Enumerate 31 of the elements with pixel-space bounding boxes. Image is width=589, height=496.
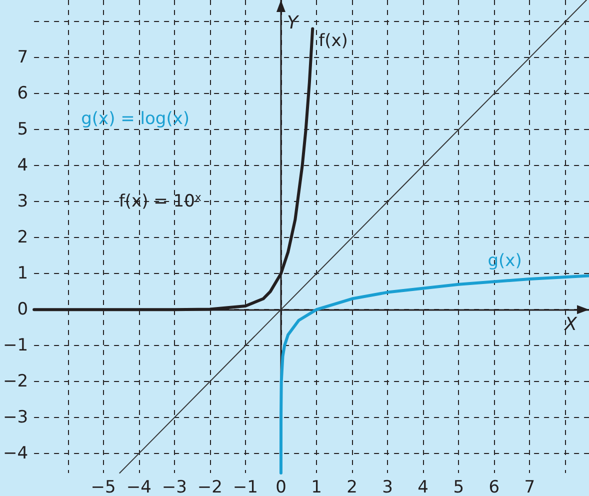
y-tick-label: 1 xyxy=(17,264,28,284)
y-tick-label: −1 xyxy=(3,336,28,356)
x-tick-label: −3 xyxy=(162,478,187,496)
annotation: g(x) = log(x) xyxy=(81,108,190,129)
x-tick-label: 6 xyxy=(488,478,500,496)
y-tick-label: 4 xyxy=(17,156,28,176)
x-tick-label: −1 xyxy=(232,478,258,496)
x-tick-label: 0 xyxy=(276,478,286,496)
y-axis-title: Y xyxy=(286,12,300,34)
x-tick-label: 4 xyxy=(418,478,428,496)
y-tick-label: 3 xyxy=(17,192,28,212)
y-tick-label: 6 xyxy=(17,84,28,104)
y-tick-label: 2 xyxy=(17,228,28,248)
y-tick-label: −2 xyxy=(3,372,28,392)
x-tick-label: −2 xyxy=(197,478,222,496)
x-tick-label: 5 xyxy=(453,478,464,496)
series-label: g(x) xyxy=(488,250,522,271)
x-tick-label: 7 xyxy=(524,478,536,496)
y-tick-label: −3 xyxy=(3,408,28,428)
line-series xyxy=(279,274,589,474)
x-tick-label: 3 xyxy=(382,478,393,496)
y-tick-label: 5 xyxy=(17,120,28,140)
y-tick-label: −4 xyxy=(3,444,28,464)
x-tick-label: 2 xyxy=(346,478,358,496)
x-tick-label: 1 xyxy=(311,478,322,496)
y-tick-label: 0 xyxy=(17,300,28,320)
y-tick-label: 7 xyxy=(17,48,28,68)
x-tick-label: −4 xyxy=(126,478,152,496)
x-axis-title: X xyxy=(564,314,578,336)
text: −5 xyxy=(90,478,116,496)
series-label: f(x) xyxy=(318,30,348,51)
